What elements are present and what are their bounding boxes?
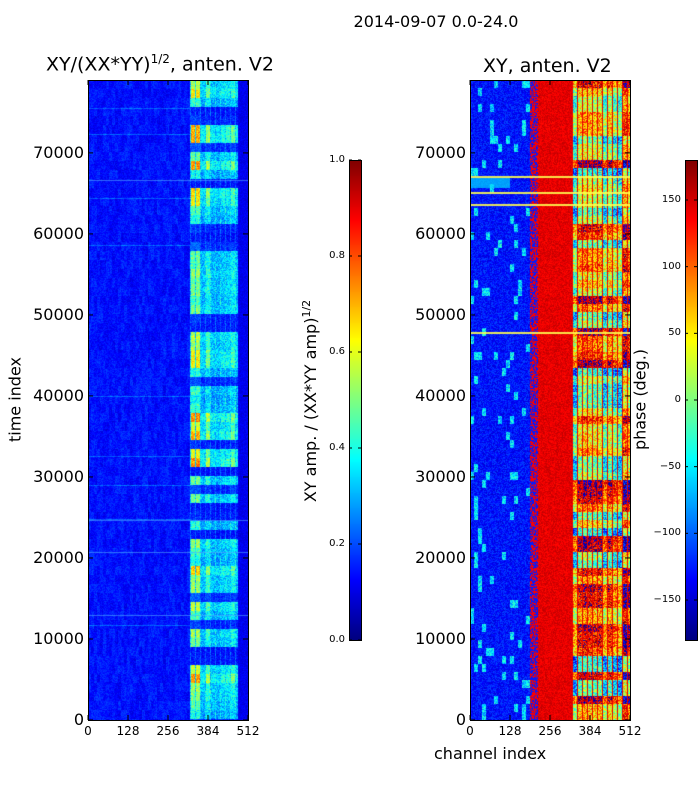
- right-xtick-label: 384: [578, 724, 602, 738]
- left-cb-tick-label: 0.6: [329, 346, 345, 357]
- right-ytick-label: 20000: [415, 547, 466, 567]
- right-ytick-label: 10000: [415, 628, 466, 648]
- right-colorbar-label: phase (deg.): [630, 348, 650, 451]
- right-xlabel: channel index: [434, 744, 547, 763]
- left-xtick-label: 256: [156, 724, 180, 738]
- left-axes-frame: [88, 80, 249, 721]
- right-colorbar: [685, 160, 697, 640]
- right-cb-tick-label: 50: [668, 327, 681, 339]
- left-cb-tick-label: 1.0: [329, 154, 345, 165]
- left-colorbar-label-main: XY amp. / (XX*YY amp): [301, 317, 321, 503]
- left-heatmap: [88, 80, 248, 720]
- left-cb-tick-label: 0.0: [329, 634, 345, 645]
- left-xtick-label: 512: [236, 724, 260, 738]
- left-cb-frame: [349, 160, 362, 641]
- right-cb-tick-label: −50: [659, 460, 681, 472]
- right-cb-tick-label: 100: [661, 260, 681, 272]
- left-ytick-label: 60000: [33, 223, 84, 243]
- left-colorbar-label-sup: 1/2: [299, 299, 313, 318]
- right-cb-tick-label: 150: [661, 194, 681, 205]
- right-ytick-label: 60000: [415, 223, 466, 243]
- left-ytick-label: 50000: [33, 304, 84, 324]
- left-ylabel: time index: [5, 357, 25, 443]
- left-panel-title: XY/(XX*YY)1/2, anten. V2: [46, 52, 274, 75]
- right-ytick-label: 50000: [415, 304, 466, 324]
- left-colorbar-label: XY amp. / (XX*YY amp)1/2: [299, 299, 321, 503]
- left-ytick-label: 20000: [33, 547, 84, 567]
- right-axes-frame: [470, 80, 631, 721]
- left-ytick-label: 0: [73, 710, 84, 729]
- left-ytick-label: 40000: [33, 385, 84, 405]
- right-ytick-label: 40000: [415, 385, 466, 405]
- left-xtick-label: 128: [116, 724, 140, 738]
- figure-suptitle: 2014-09-07 0.0-24.0: [353, 12, 519, 31]
- right-ytick-label: 0: [455, 710, 466, 729]
- right-xtick-label: 0: [466, 724, 474, 738]
- right-heatmap: [470, 80, 630, 720]
- right-ytick-label: 70000: [415, 142, 466, 162]
- left-title-suffix: , anten. V2: [169, 53, 275, 76]
- left-title-sup: 1/2: [150, 52, 170, 66]
- right-xtick-label: 256: [538, 724, 562, 738]
- left-cb-tick-label: 0.2: [329, 538, 345, 549]
- right-ytick-label: 30000: [415, 466, 466, 486]
- right-xtick-label: 128: [498, 724, 522, 738]
- left-ytick-label: 30000: [33, 466, 84, 486]
- left-colorbar: [349, 160, 361, 640]
- right-xtick-label: 512: [618, 724, 642, 738]
- left-ytick-label: 70000: [33, 142, 84, 162]
- left-title-main: XY/(XX*YY): [46, 53, 151, 76]
- right-cb-tick-label: 0: [674, 394, 681, 405]
- left-cb-tick-label: 0.8: [329, 250, 345, 261]
- left-xtick-label: 0: [84, 724, 92, 738]
- right-panel-title: XY, anten. V2: [483, 55, 612, 77]
- left-ytick-label: 10000: [33, 628, 84, 648]
- left-cb-tick-label: 0.4: [329, 442, 345, 453]
- left-xtick-label: 384: [196, 724, 220, 738]
- right-cb-tick-label: −150: [653, 594, 681, 605]
- right-cb-tick-label: −100: [653, 527, 681, 539]
